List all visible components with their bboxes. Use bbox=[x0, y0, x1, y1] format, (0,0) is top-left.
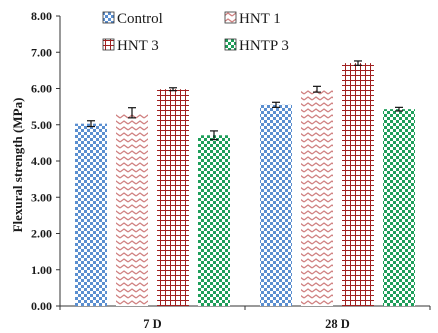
y-ticks: 0.00 1.00 2.00 3.00 4.00 5.00 6.00 7.00 8.00 bbox=[31, 9, 60, 313]
bar-hnt-1-28-d bbox=[301, 89, 333, 306]
error-bar bbox=[169, 87, 177, 92]
legend-swatch bbox=[102, 38, 115, 51]
legend-swatch bbox=[102, 11, 115, 24]
legend-item: HNT 1 bbox=[224, 11, 281, 27]
error-bar bbox=[87, 120, 95, 128]
bars bbox=[75, 63, 415, 306]
legend-label: Control bbox=[117, 11, 163, 27]
y-axis-title: Flexural strength (MPa) bbox=[10, 98, 25, 233]
y-tick-label: 2.00 bbox=[31, 227, 52, 241]
bar-hntp-3-7-d bbox=[198, 135, 230, 306]
x-ticks: 7 D 28 D bbox=[59, 306, 431, 331]
x-axis: 7 D 28 D bbox=[59, 305, 431, 331]
bar-hnt-3-7-d bbox=[157, 89, 189, 306]
y-tick-label: 5.00 bbox=[31, 118, 52, 132]
bar-control-28-d bbox=[260, 104, 292, 306]
y-tick-label: 3.00 bbox=[31, 190, 52, 204]
error-bar bbox=[313, 85, 321, 93]
y-tick-label: 7.00 bbox=[31, 45, 52, 59]
y-tick-label: 6.00 bbox=[31, 82, 52, 96]
x-tick-label: 7 D bbox=[143, 317, 161, 331]
y-axis: 0.00 1.00 2.00 3.00 4.00 5.00 6.00 7.00 8.00 bbox=[31, 9, 61, 313]
legend-label: HNT 3 bbox=[117, 38, 159, 54]
error-bar bbox=[210, 130, 218, 141]
bar-hnt-1-7-d bbox=[116, 112, 148, 306]
legend-label: HNT 1 bbox=[239, 11, 281, 27]
legend-item: HNT 3 bbox=[102, 38, 159, 54]
bar-hntp-3-28-d bbox=[383, 109, 415, 306]
y-tick-label: 1.00 bbox=[31, 263, 52, 277]
error-bar bbox=[354, 60, 362, 66]
legend-swatch bbox=[224, 38, 237, 51]
error-bar bbox=[128, 107, 136, 119]
legend-item: Control bbox=[102, 11, 163, 27]
y-tick-label: 0.00 bbox=[31, 299, 52, 313]
x-tick-label: 28 D bbox=[325, 317, 350, 331]
legend-item: HNTP 3 bbox=[224, 38, 289, 54]
bar-hnt-3-28-d bbox=[342, 63, 374, 306]
legend-swatch bbox=[224, 11, 237, 24]
legend: Control HNT 1 HNT 3 HNTP 3 bbox=[102, 11, 289, 54]
error-bar bbox=[272, 101, 280, 108]
bar-control-7-d bbox=[75, 123, 107, 306]
error-bar bbox=[395, 106, 403, 112]
y-tick-label: 8.00 bbox=[31, 9, 52, 23]
legend-label: HNTP 3 bbox=[239, 38, 289, 54]
error-bars bbox=[87, 60, 403, 141]
y-tick-label: 4.00 bbox=[31, 154, 52, 168]
